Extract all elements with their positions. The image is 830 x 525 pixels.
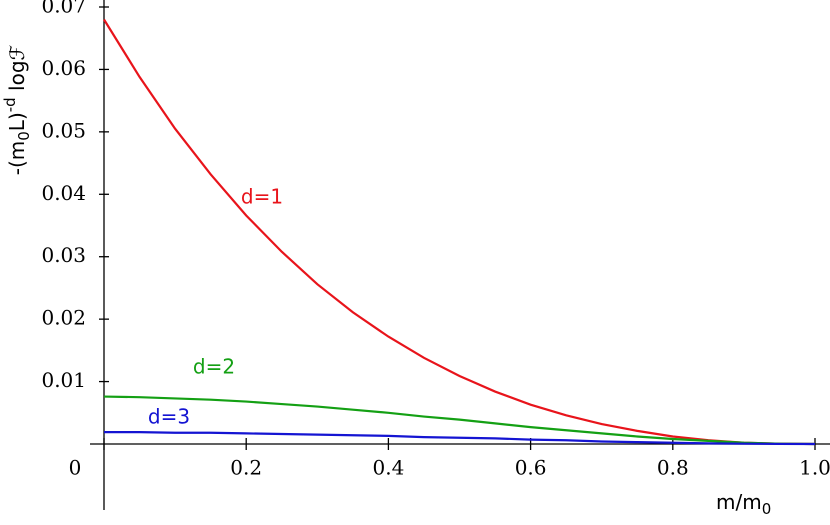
y-tick-label: 0.01 xyxy=(41,368,86,392)
y-tick-label: 0.04 xyxy=(41,181,86,205)
x-axis-label: m/m0 xyxy=(716,490,771,518)
y-label-text: L) xyxy=(5,112,29,131)
series-label: d=3 xyxy=(148,405,190,429)
y-tick-label: 0.06 xyxy=(41,56,86,80)
y-tick-label: 0.07 xyxy=(41,0,86,18)
line-series xyxy=(103,18,816,446)
x-label-sub: 0 xyxy=(762,500,772,518)
y-label-text: log xyxy=(5,60,29,97)
x-tick-label: 0.4 xyxy=(372,456,404,480)
series-label: d=2 xyxy=(193,355,235,379)
x-tick-label: 0.8 xyxy=(657,456,689,480)
x-label-text: m/m xyxy=(716,490,762,514)
x-tick-label: 1.0 xyxy=(799,456,830,480)
line-series xyxy=(104,431,816,446)
line-series xyxy=(103,395,816,446)
y-tick-label: 0.05 xyxy=(41,118,86,142)
y-label-sub: 0 xyxy=(15,131,33,141)
series-label: d=1 xyxy=(241,185,283,209)
y-axis-label: -(m0L)-d logℱ xyxy=(1,44,33,175)
x-tick-label: 0.6 xyxy=(515,456,547,480)
y-label-symbol: ℱ xyxy=(5,44,29,60)
x-tick-label: 0 xyxy=(69,456,82,480)
y-tick-label: 0.02 xyxy=(41,306,86,330)
x-tick-label: 0.2 xyxy=(230,456,262,480)
y-tick-label: 0.03 xyxy=(41,243,86,267)
y-label-text: -(m xyxy=(5,141,29,176)
y-label-sup: -d xyxy=(1,97,19,112)
